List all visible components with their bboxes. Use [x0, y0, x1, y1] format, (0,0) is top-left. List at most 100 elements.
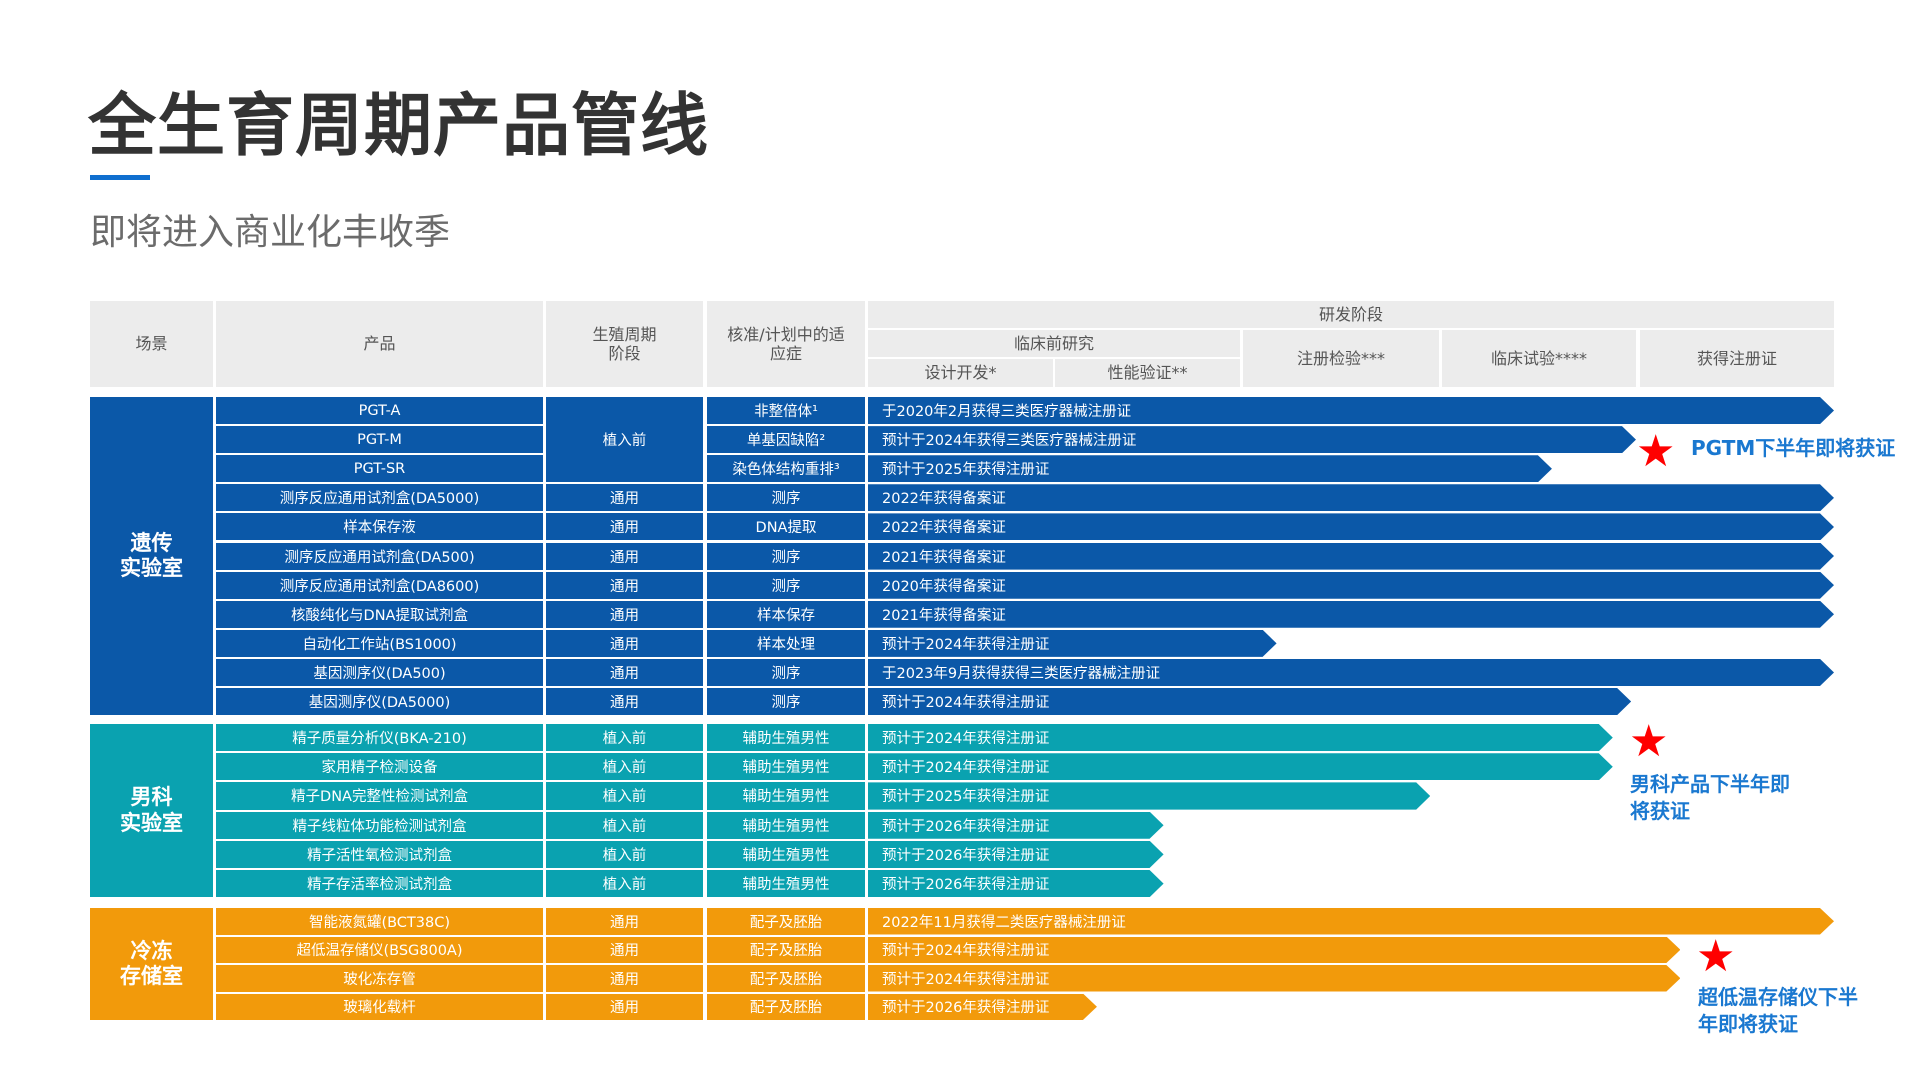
header-design: 设计开发* [868, 359, 1053, 387]
page-subtitle: 即将进入商业化丰收季 [90, 212, 451, 253]
annotation-andrology: 男科产品下半年即 将获证 [1630, 772, 1790, 823]
header-clinical-trial: 临床试验**** [1442, 330, 1636, 387]
product-cell: PGT-SR [216, 455, 543, 483]
progress-bar: 预计于2024年获得注册证 [868, 688, 1631, 715]
stage-cell: 通用 [546, 908, 703, 935]
progress-bar: 2022年获得备案证 [868, 484, 1834, 511]
group-label: 男科 实验室 [90, 724, 213, 898]
indication-cell: 染色体结构重排³ [707, 455, 865, 483]
indication-cell: 辅助生殖男性 [707, 724, 865, 752]
indication-cell: 测序 [707, 688, 865, 716]
stage-cell: 植入前 [546, 811, 703, 839]
star-icon: ★ [1629, 716, 1669, 767]
indication-cell: 辅助生殖男性 [707, 870, 865, 898]
progress-bar: 2022年11月获得二类医疗器械注册证 [868, 908, 1834, 935]
progress-bar: 预计于2024年获得注册证 [868, 630, 1277, 657]
stage-cell: 通用 [546, 571, 703, 599]
star-icon: ★ [1696, 931, 1736, 982]
header-rd-phase: 研发阶段 [868, 301, 1834, 328]
indication-cell: 配子及胚胎 [707, 993, 865, 1020]
product-cell: 精子存活率检测试剂盒 [216, 870, 543, 898]
progress-bar: 2021年获得备案证 [868, 601, 1834, 628]
stage-cell: 通用 [546, 629, 703, 657]
indication-cell: 配子及胚胎 [707, 936, 865, 963]
progress-bar: 预计于2025年获得注册证 [868, 455, 1552, 482]
product-cell: 精子线粒体功能检测试剂盒 [216, 811, 543, 839]
stage-cell: 植入前 [546, 870, 703, 898]
product-cell: 超低温存储仪(BSG800A) [216, 936, 543, 963]
product-cell: 玻化冻存管 [216, 965, 543, 992]
stage-cell: 植入前 [546, 724, 703, 752]
indication-cell: 测序 [707, 658, 865, 686]
progress-bar: 预计于2024年获得三类医疗器械注册证 [868, 426, 1636, 453]
group-label: 冷冻 存储室 [90, 908, 213, 1020]
progress-bar: 2022年获得备案证 [868, 513, 1834, 540]
product-cell: 精子DNA完整性检测试剂盒 [216, 782, 543, 810]
product-cell: 测序反应通用试剂盒(DA8600) [216, 571, 543, 599]
header-registration-test: 注册检验*** [1243, 330, 1439, 387]
indication-cell: 测序 [707, 571, 865, 599]
product-cell: 家用精子检测设备 [216, 753, 543, 781]
progress-bar: 预计于2024年获得注册证 [868, 937, 1680, 964]
product-cell: 核酸纯化与DNA提取试剂盒 [216, 600, 543, 628]
indication-cell: 样本处理 [707, 629, 865, 657]
header-preclinical: 临床前研究 [868, 330, 1240, 357]
product-cell: 基因测序仪(DA500) [216, 658, 543, 686]
product-cell: 测序反应通用试剂盒(DA5000) [216, 484, 543, 512]
header-performance: 性能验证** [1055, 359, 1240, 387]
progress-bar: 于2023年9月获得获得三类医疗器械注册证 [868, 659, 1834, 686]
progress-bar: 2021年获得备案证 [868, 543, 1834, 570]
header-scene: 场景 [90, 301, 213, 387]
product-cell: 玻璃化载杆 [216, 993, 543, 1020]
product-cell: 自动化工作站(BS1000) [216, 629, 543, 657]
product-cell: 精子活性氧检测试剂盒 [216, 840, 543, 868]
progress-bar: 2020年获得备案证 [868, 572, 1834, 599]
product-cell: 基因测序仪(DA5000) [216, 688, 543, 716]
indication-cell: 辅助生殖男性 [707, 840, 865, 868]
stage-cell: 通用 [546, 658, 703, 686]
progress-bar: 预计于2025年获得注册证 [868, 782, 1430, 809]
indication-cell: 测序 [707, 484, 865, 512]
product-cell: PGT-A [216, 397, 543, 425]
product-cell: 样本保存液 [216, 513, 543, 541]
progress-bar: 预计于2026年获得注册证 [868, 870, 1164, 897]
stage-cell: 植入前 [546, 397, 703, 483]
product-cell: 精子质量分析仪(BKA-210) [216, 724, 543, 752]
progress-bar: 预计于2026年获得注册证 [868, 994, 1097, 1021]
title-underline [90, 175, 150, 180]
indication-cell: 样本保存 [707, 600, 865, 628]
header-product: 产品 [216, 301, 543, 387]
stage-cell: 植入前 [546, 782, 703, 810]
stage-cell: 通用 [546, 600, 703, 628]
progress-bar: 预计于2024年获得注册证 [868, 724, 1613, 751]
page-title: 全生育周期产品管线 [88, 87, 710, 166]
indication-cell: 非整倍体¹ [707, 397, 865, 425]
indication-cell: 配子及胚胎 [707, 965, 865, 992]
annotation-pgtm: PGTM下半年即将获证 [1691, 436, 1896, 460]
stage-cell: 通用 [546, 936, 703, 963]
indication-cell: 测序 [707, 542, 865, 570]
product-cell: 测序反应通用试剂盒(DA500) [216, 542, 543, 570]
indication-cell: DNA提取 [707, 513, 865, 541]
group-label: 遗传 实验室 [90, 397, 213, 716]
header-indication: 核准/计划中的适 应症 [707, 301, 865, 387]
header-stage: 生殖周期 阶段 [546, 301, 703, 387]
stage-cell: 通用 [546, 688, 703, 716]
progress-bar: 预计于2024年获得注册证 [868, 965, 1680, 992]
progress-bar: 预计于2026年获得注册证 [868, 812, 1164, 839]
product-cell: 智能液氮罐(BCT38C) [216, 908, 543, 935]
indication-cell: 辅助生殖男性 [707, 811, 865, 839]
product-cell: PGT-M [216, 426, 543, 454]
star-icon: ★ [1636, 426, 1676, 477]
stage-cell: 通用 [546, 542, 703, 570]
stage-cell: 通用 [546, 484, 703, 512]
stage-cell: 通用 [546, 513, 703, 541]
stage-cell: 植入前 [546, 753, 703, 781]
stage-cell: 通用 [546, 993, 703, 1020]
indication-cell: 辅助生殖男性 [707, 753, 865, 781]
progress-bar: 预计于2024年获得注册证 [868, 753, 1613, 780]
progress-bar: 预计于2026年获得注册证 [868, 841, 1164, 868]
stage-cell: 通用 [546, 965, 703, 992]
indication-cell: 配子及胚胎 [707, 908, 865, 935]
indication-cell: 辅助生殖男性 [707, 782, 865, 810]
